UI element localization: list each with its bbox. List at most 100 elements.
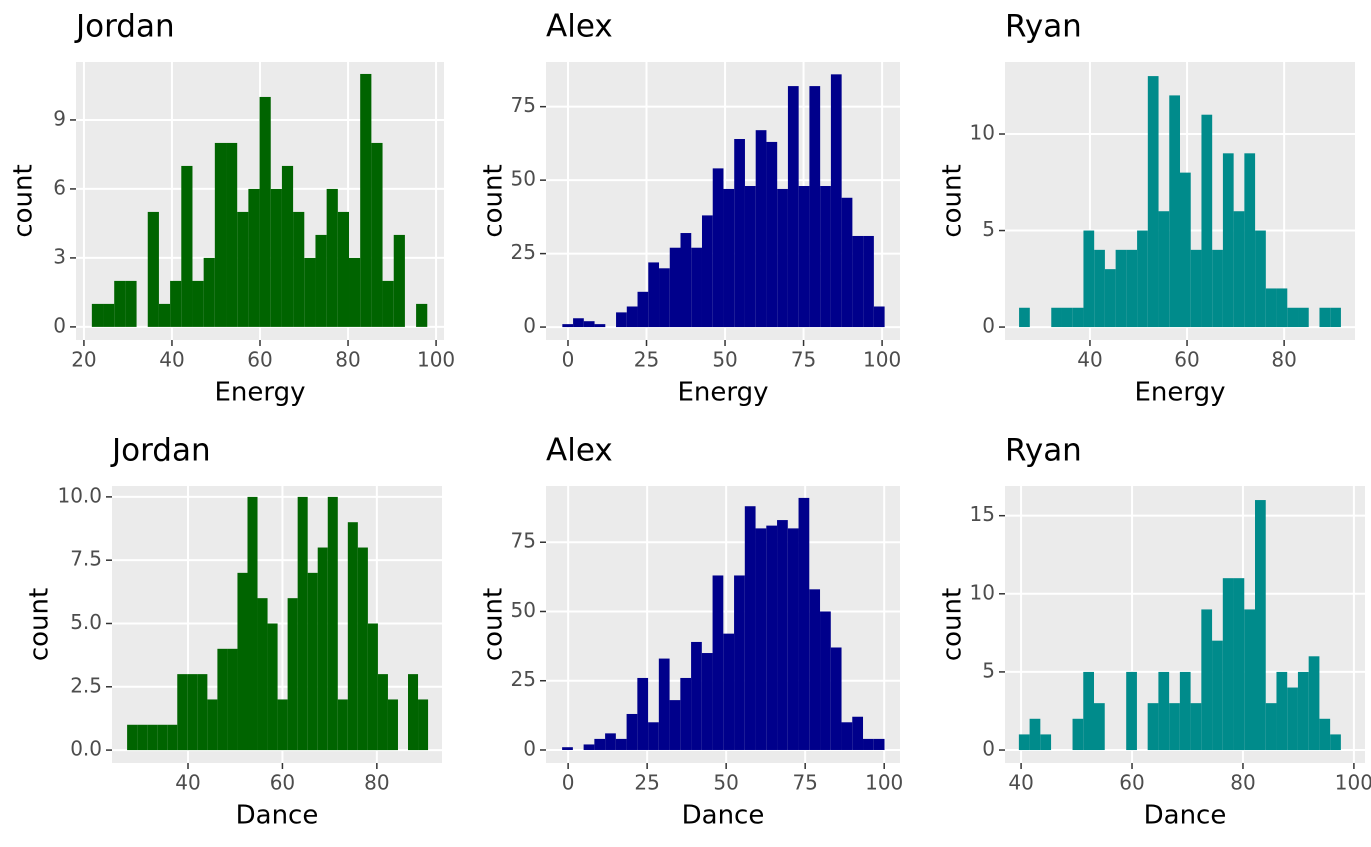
bar bbox=[226, 142, 238, 327]
bar bbox=[766, 141, 778, 328]
bar bbox=[658, 658, 670, 750]
bar bbox=[248, 188, 260, 327]
bar bbox=[1244, 153, 1256, 328]
x-tick-label: 50 bbox=[713, 771, 738, 795]
bar bbox=[787, 86, 799, 328]
y-tick-label: 15 bbox=[970, 502, 995, 526]
x-tick-label: 25 bbox=[634, 771, 659, 795]
bar bbox=[277, 699, 288, 751]
bar bbox=[103, 303, 115, 327]
bar bbox=[1212, 249, 1223, 328]
y-tick-label: 25 bbox=[511, 240, 536, 264]
bar bbox=[393, 234, 405, 327]
bar bbox=[367, 623, 378, 751]
bar bbox=[691, 247, 702, 328]
bar bbox=[1222, 153, 1234, 328]
bar bbox=[304, 257, 316, 327]
bar bbox=[1179, 671, 1191, 751]
x-tick-label: 20 bbox=[71, 348, 96, 372]
bar bbox=[1201, 114, 1213, 328]
y-tick-label: 50 bbox=[511, 598, 536, 622]
bar bbox=[418, 699, 429, 751]
bar bbox=[371, 142, 383, 327]
bar bbox=[192, 280, 204, 327]
bar bbox=[594, 738, 606, 750]
bar bbox=[293, 211, 305, 327]
bar bbox=[360, 73, 372, 327]
x-tick-label: 80 bbox=[335, 348, 360, 372]
bar bbox=[744, 506, 756, 750]
y-tick-label: 75 bbox=[511, 529, 536, 553]
bar bbox=[744, 186, 756, 328]
bar bbox=[307, 572, 318, 751]
bar bbox=[1147, 703, 1159, 751]
bar bbox=[1190, 703, 1202, 751]
bar bbox=[723, 188, 735, 328]
bar bbox=[594, 324, 606, 328]
bar bbox=[1265, 703, 1277, 751]
bar bbox=[873, 306, 885, 328]
bar bbox=[137, 724, 148, 751]
bar bbox=[1083, 671, 1095, 751]
bar bbox=[326, 188, 338, 327]
y-tick-label: 2.5 bbox=[70, 673, 102, 697]
bar bbox=[337, 211, 350, 327]
bar bbox=[615, 738, 627, 750]
y-axis-label: count bbox=[479, 588, 509, 661]
bar bbox=[408, 674, 419, 751]
chart-title: Alex bbox=[546, 9, 613, 45]
y-axis-label: count bbox=[479, 164, 509, 237]
x-tick-label: 80 bbox=[1230, 771, 1255, 795]
bar bbox=[1169, 95, 1180, 328]
bar bbox=[259, 96, 271, 327]
bar bbox=[317, 547, 328, 751]
bar bbox=[1244, 609, 1256, 751]
x-tick-label: 100 bbox=[1335, 771, 1371, 795]
x-tick-label: 75 bbox=[792, 771, 817, 795]
y-tick-label: 0 bbox=[523, 314, 536, 338]
x-tick-label: 80 bbox=[1271, 348, 1296, 372]
bar bbox=[147, 724, 158, 751]
bar bbox=[1104, 269, 1116, 328]
bar bbox=[1319, 307, 1331, 328]
x-axis-label: Dance bbox=[236, 801, 319, 831]
x-axis-label: Energy bbox=[1134, 378, 1225, 408]
bar bbox=[1147, 76, 1159, 328]
bar bbox=[357, 547, 368, 751]
bar bbox=[841, 197, 853, 328]
bar bbox=[1255, 500, 1266, 751]
bar bbox=[387, 699, 398, 751]
bar bbox=[637, 677, 649, 750]
bar bbox=[680, 233, 692, 328]
y-tick-label: 75 bbox=[511, 93, 536, 117]
x-tick-label: 0 bbox=[562, 771, 575, 795]
bar bbox=[1233, 578, 1245, 751]
bar bbox=[562, 747, 573, 750]
bar bbox=[1298, 307, 1309, 328]
bar bbox=[1180, 172, 1191, 328]
bar bbox=[270, 188, 282, 327]
bar bbox=[798, 497, 810, 750]
bar bbox=[1222, 578, 1234, 751]
bar bbox=[257, 598, 268, 751]
bar bbox=[1233, 211, 1245, 328]
x-axis-label: Energy bbox=[214, 378, 305, 408]
bar bbox=[327, 496, 338, 751]
y-tick-label: 5.0 bbox=[70, 610, 102, 634]
bar bbox=[1319, 718, 1331, 751]
x-tick-label: 100 bbox=[417, 348, 455, 372]
x-axis-label: Dance bbox=[682, 801, 765, 831]
bar bbox=[1137, 230, 1148, 328]
bar bbox=[287, 598, 298, 751]
bar bbox=[177, 674, 188, 751]
x-tick-label: 100 bbox=[865, 771, 903, 795]
bar bbox=[147, 211, 159, 327]
bar bbox=[626, 306, 638, 328]
bar bbox=[247, 496, 258, 751]
bar bbox=[1169, 703, 1180, 751]
bar bbox=[197, 674, 208, 751]
bar bbox=[873, 738, 885, 750]
x-tick-label: 40 bbox=[175, 771, 200, 795]
y-tick-label: 50 bbox=[511, 167, 536, 191]
bar bbox=[349, 257, 361, 327]
